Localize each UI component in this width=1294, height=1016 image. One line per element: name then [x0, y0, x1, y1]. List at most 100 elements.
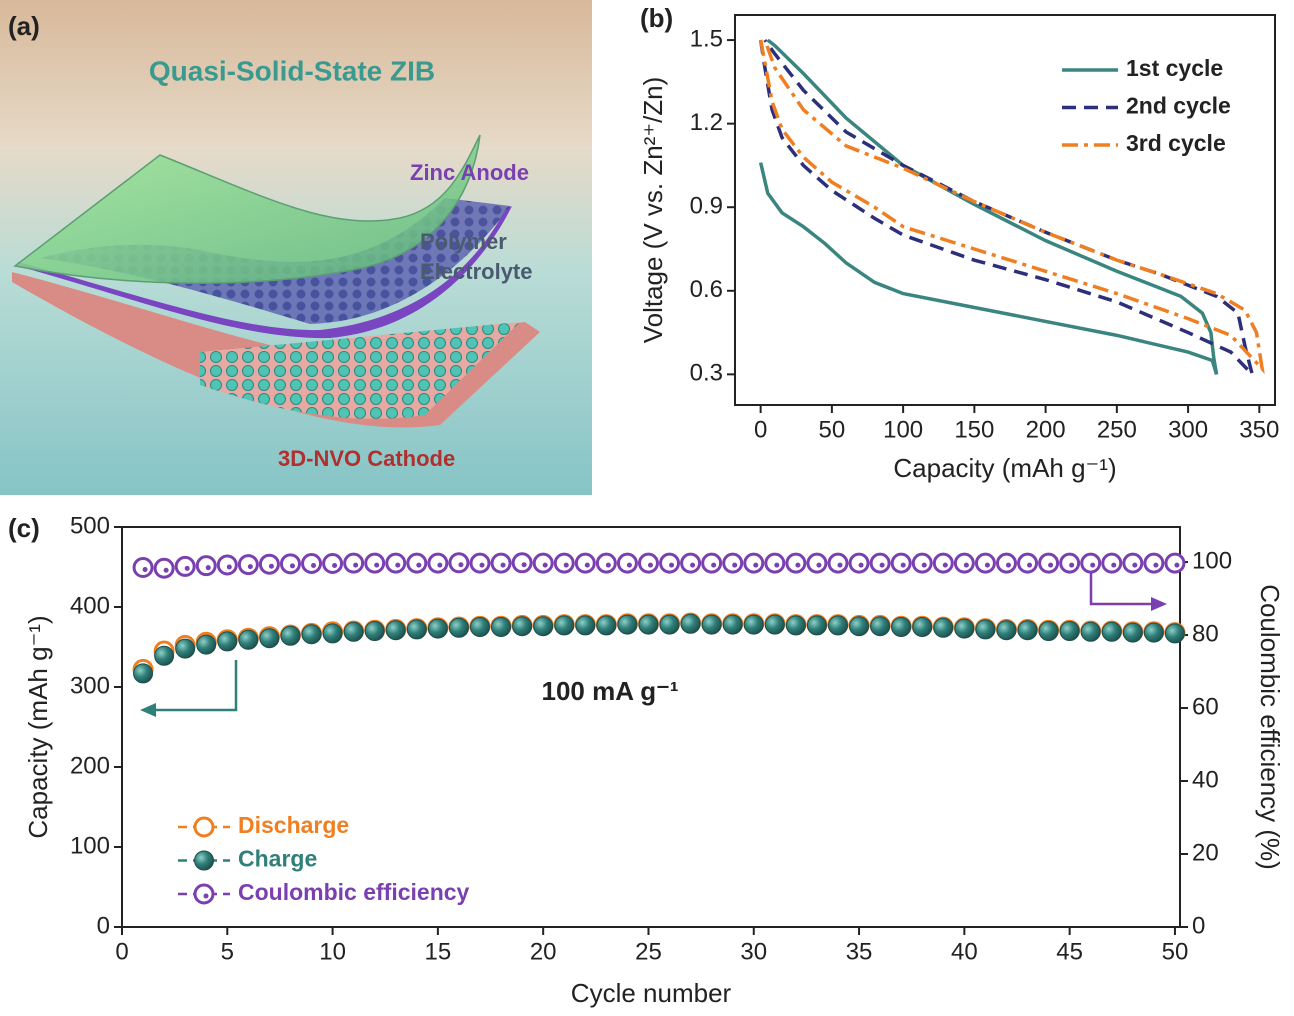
y-axis-label: Capacity (mAh g⁻¹) [23, 615, 53, 838]
marker [448, 552, 470, 574]
marker [827, 552, 849, 574]
series-line [758, 39, 1265, 375]
marker [1059, 552, 1081, 574]
marker [1143, 552, 1165, 574]
marker [237, 554, 259, 576]
marker [764, 614, 785, 635]
marker [1038, 621, 1059, 641]
marker [153, 557, 175, 579]
y-tick-label: 100 [70, 832, 110, 859]
marker [595, 552, 617, 574]
marker [1080, 621, 1101, 642]
marker [133, 663, 154, 684]
marker [343, 552, 365, 574]
marker [154, 645, 175, 666]
y-tick-label: 1.5 [690, 25, 723, 52]
y2-tick-label: 0 [1192, 912, 1205, 939]
marker [785, 552, 807, 574]
marker-dot [1069, 562, 1075, 568]
marker [301, 552, 323, 574]
marker-dot [395, 562, 401, 568]
marker [764, 552, 786, 574]
marker-dot [311, 562, 317, 568]
marker-dot [774, 562, 780, 568]
marker-dot [963, 562, 969, 568]
x-tick-label: 250 [1097, 416, 1137, 443]
x-tick-label: 30 [740, 938, 767, 965]
marker [238, 629, 259, 650]
arrow-head [1151, 597, 1167, 611]
marker-dot [1027, 562, 1033, 568]
marker [617, 614, 638, 635]
marker-dot [1153, 562, 1159, 568]
left-axis-arrow [152, 660, 238, 712]
annotation: 100 mA g⁻¹ [541, 676, 678, 706]
marker [470, 617, 491, 637]
marker-dot [1005, 562, 1011, 568]
marker-dot [711, 562, 717, 568]
marker-dot [142, 567, 148, 573]
marker-dot [542, 562, 548, 568]
marker [848, 552, 870, 574]
legend-label: Discharge [238, 812, 349, 838]
marker-dot [900, 562, 906, 568]
marker-dot [605, 562, 611, 568]
marker [722, 614, 743, 635]
marker-dot [647, 562, 653, 568]
marker-dot [268, 563, 274, 569]
electrolyte-sheet [40, 198, 510, 324]
marker [869, 552, 891, 574]
marker [491, 617, 512, 637]
legend-label: 3rd cycle [1126, 130, 1226, 156]
y-tick-label: 500 [70, 512, 110, 539]
marker [427, 552, 449, 574]
marker [701, 552, 723, 574]
y-tick-label: 0.3 [690, 360, 723, 387]
marker [911, 552, 933, 574]
marker [279, 553, 301, 575]
marker [195, 555, 217, 577]
marker-dot [521, 562, 527, 568]
marker [280, 625, 301, 646]
marker [533, 616, 554, 637]
x-tick-label: 0 [754, 416, 767, 443]
x-axis-label: Cycle number [571, 978, 732, 1008]
x-tick-label: 200 [1026, 416, 1066, 443]
marker [175, 638, 196, 659]
marker [722, 552, 744, 574]
marker [890, 552, 912, 574]
marker-dot [690, 562, 696, 568]
marker-dot [500, 562, 506, 568]
marker [448, 617, 469, 638]
x-tick-label: 100 [883, 416, 923, 443]
x-tick-label: 25 [635, 938, 662, 965]
marker [574, 552, 596, 574]
legend-label: Charge [238, 846, 317, 872]
marker [1143, 622, 1164, 643]
marker [806, 615, 827, 636]
x-tick-label: 0 [115, 938, 128, 965]
marker-dot [1174, 562, 1180, 568]
marker [701, 614, 722, 635]
x-tick-label: 350 [1239, 416, 1279, 443]
marker [1164, 623, 1185, 644]
marker [1017, 620, 1038, 641]
marker [638, 614, 659, 635]
marker [259, 628, 280, 649]
marker [680, 552, 702, 574]
marker [1080, 552, 1102, 574]
marker [659, 614, 680, 635]
x-tick-label: 5 [221, 938, 234, 965]
marker [1038, 552, 1060, 574]
arrow-head [140, 703, 156, 717]
marker [828, 615, 849, 636]
y2-tick-label: 60 [1192, 693, 1219, 720]
marker [996, 620, 1017, 641]
marker [785, 615, 806, 636]
marker [1122, 622, 1143, 643]
marker-dot [205, 565, 211, 571]
y2-tick-label: 20 [1192, 839, 1219, 866]
marker-dot [942, 562, 948, 568]
marker-dot [353, 562, 359, 568]
marker [553, 552, 575, 574]
